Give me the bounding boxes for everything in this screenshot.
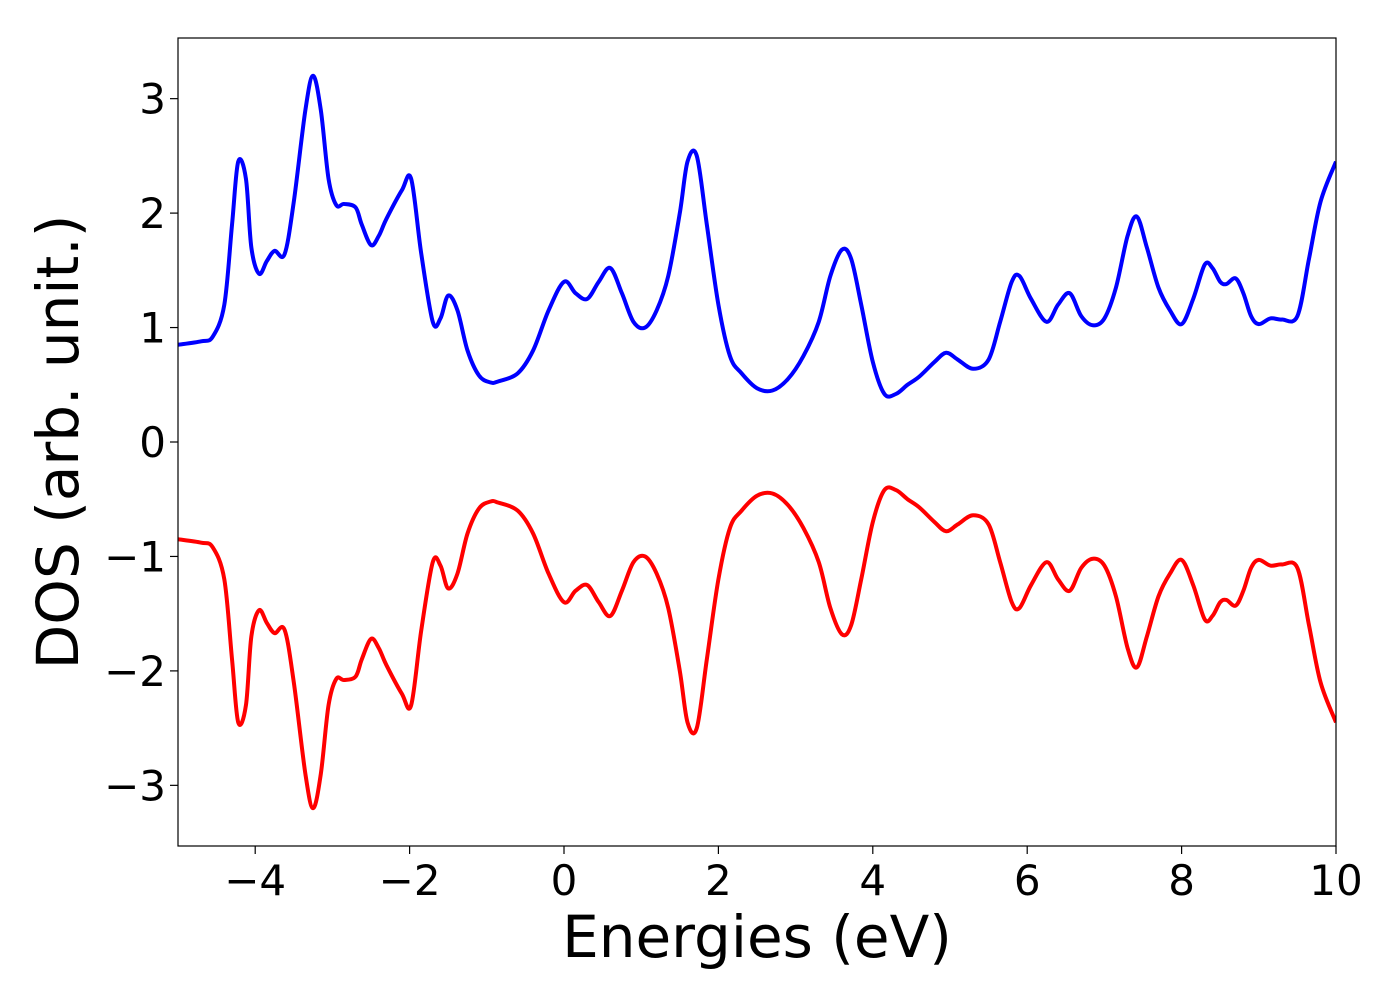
x-tick-label: −2 (379, 856, 441, 905)
y-tick-label: 3 (139, 75, 166, 124)
series-line-0 (178, 73, 1336, 399)
x-tick-label: 0 (551, 856, 578, 905)
x-tick-label: 4 (859, 856, 886, 905)
y-tick-label: 0 (139, 418, 166, 467)
x-axis-title: Energies (eV) (562, 903, 952, 971)
series-line-1 (178, 485, 1336, 811)
x-tick-label: −4 (224, 856, 286, 905)
x-tick-label: 8 (1168, 856, 1195, 905)
y-tick-label: −2 (104, 647, 166, 696)
y-tick-label: 2 (139, 189, 166, 238)
x-tick-label: 10 (1309, 856, 1362, 905)
y-tick-label: 1 (139, 304, 166, 353)
y-axis-title: DOS (arb. unit.) (24, 215, 92, 670)
x-axis-ticks: −4 −2 0 2 4 6 8 10 (224, 846, 1363, 905)
x-tick-label: 2 (705, 856, 732, 905)
y-tick-label: −1 (104, 532, 166, 581)
x-tick-label: 6 (1014, 856, 1041, 905)
plot-area-frame (177, 37, 1337, 847)
series-layer (178, 73, 1336, 811)
y-axis-ticks: −3 −2 −1 0 1 2 3 (104, 75, 178, 810)
y-tick-label: −3 (104, 761, 166, 810)
